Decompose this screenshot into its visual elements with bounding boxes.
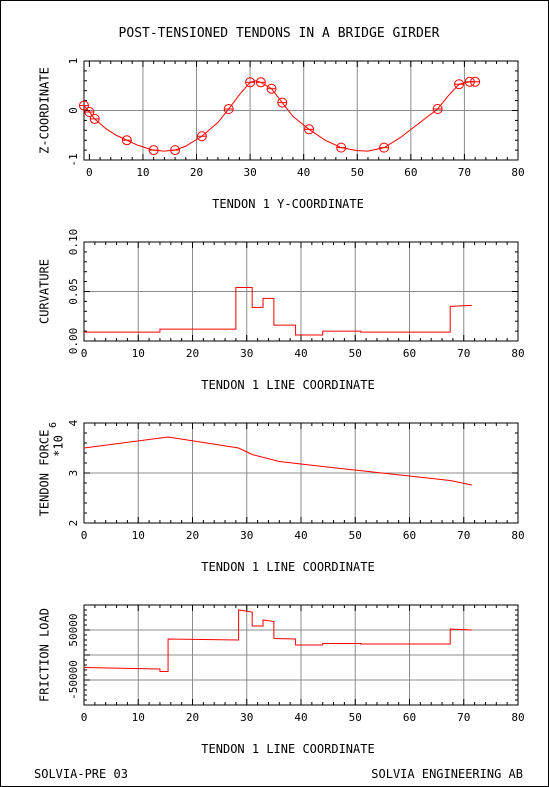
x-tick-label: 20 [186, 711, 199, 724]
chart-1: 0 10 20 30 40 50 60 70 80 -1 0 1 Z-COORDINATE TENDON … [38, 58, 525, 211]
page-title: POST-TENSIONED TENDONS IN A BRIDGE GIRDE… [119, 26, 440, 41]
x-tick-label: 50 [349, 347, 362, 360]
footer-right: SOLVIA ENGINEERING AB [371, 767, 523, 781]
y-axis-scale-exponent: 6 [48, 422, 59, 428]
x-tick-label: 50 [351, 166, 364, 179]
x-tick-label: 80 [511, 711, 524, 724]
x-tick-label: 30 [243, 166, 256, 179]
x-tick-label: 80 [511, 529, 524, 542]
x-tick-label: 70 [457, 529, 470, 542]
y-tick-label: 1 [67, 58, 80, 65]
x-tick-label: 40 [294, 529, 307, 542]
x-tick-label: 80 [511, 347, 524, 360]
x-tick-label: 60 [403, 711, 416, 724]
y-axis-label: Z-COORDINATE [38, 67, 52, 154]
x-tick-label: 40 [294, 347, 307, 360]
series-line [83, 609, 472, 672]
y-tick-label: 4 [67, 419, 80, 426]
y-tick-label: 0.00 [67, 328, 80, 355]
x-tick-label: 40 [294, 711, 307, 724]
x-tick-label: 0 [81, 529, 88, 542]
y-tick-label: 3 [67, 470, 80, 477]
x-axis-label: TENDON 1 LINE COORDINATE [201, 560, 374, 574]
x-tick-label: 50 [349, 711, 362, 724]
chart-2: 0 10 20 30 40 50 60 70 80 0.00 0.05 0.10 CURVATURE TE… [38, 229, 525, 392]
x-tick-label: 40 [297, 166, 310, 179]
y-tick-label: 0 [67, 107, 80, 114]
x-tick-label: 80 [511, 166, 524, 179]
x-tick-label: 20 [190, 166, 203, 179]
y-tick-label: -1 [67, 153, 80, 166]
y-tick-label: 50000 [67, 613, 80, 646]
series-line [84, 287, 472, 336]
x-axis-label: TENDON 1 LINE COORDINATE [201, 378, 374, 392]
x-tick-label: 10 [132, 711, 145, 724]
x-tick-label: 0 [86, 166, 93, 179]
x-tick-label: 20 [186, 529, 199, 542]
x-tick-label: 70 [457, 347, 470, 360]
series-line [83, 436, 472, 486]
x-tick-label: 10 [132, 529, 145, 542]
y-axis-label: FRICTION LOAD [38, 608, 52, 702]
y-tick-label: 2 [67, 520, 80, 527]
y-axis-label: CURVATURE [38, 259, 52, 324]
y-axis-label: TENDON FORCE [38, 430, 52, 517]
x-tick-label: 30 [240, 347, 253, 360]
x-tick-label: 50 [349, 529, 362, 542]
x-tick-label: 70 [457, 711, 470, 724]
chart-3: 0 10 20 30 40 50 60 70 80 2 3 4 TENDON FORCE *10 6 TEND… [38, 419, 525, 574]
x-tick-label: 60 [403, 347, 416, 360]
footer-left: SOLVIA-PRE 03 [34, 767, 128, 781]
x-tick-label: 0 [81, 711, 88, 724]
x-tick-label: 30 [240, 711, 253, 724]
x-tick-label: 60 [403, 529, 416, 542]
x-tick-label: 10 [132, 347, 145, 360]
y-tick-label: -50000 [67, 660, 80, 700]
y-tick-label: 0.10 [67, 229, 80, 256]
series-line [83, 80, 476, 152]
x-axis-label: TENDON 1 Y-COORDINATE [212, 197, 364, 211]
x-tick-label: 60 [404, 166, 417, 179]
y-tick-label: 0.05 [67, 278, 80, 305]
x-axis-label: TENDON 1 LINE COORDINATE [201, 742, 374, 756]
y-axis-scale-label: *10 [52, 435, 66, 457]
x-tick-label: 0 [81, 347, 88, 360]
x-tick-label: 10 [136, 166, 149, 179]
x-tick-label: 70 [458, 166, 471, 179]
x-tick-label: 20 [186, 347, 199, 360]
chart-4: 0 10 20 30 40 50 60 70 80 -50000 50000 FRICTION LOA… [38, 604, 525, 756]
x-tick-label: 30 [240, 529, 253, 542]
